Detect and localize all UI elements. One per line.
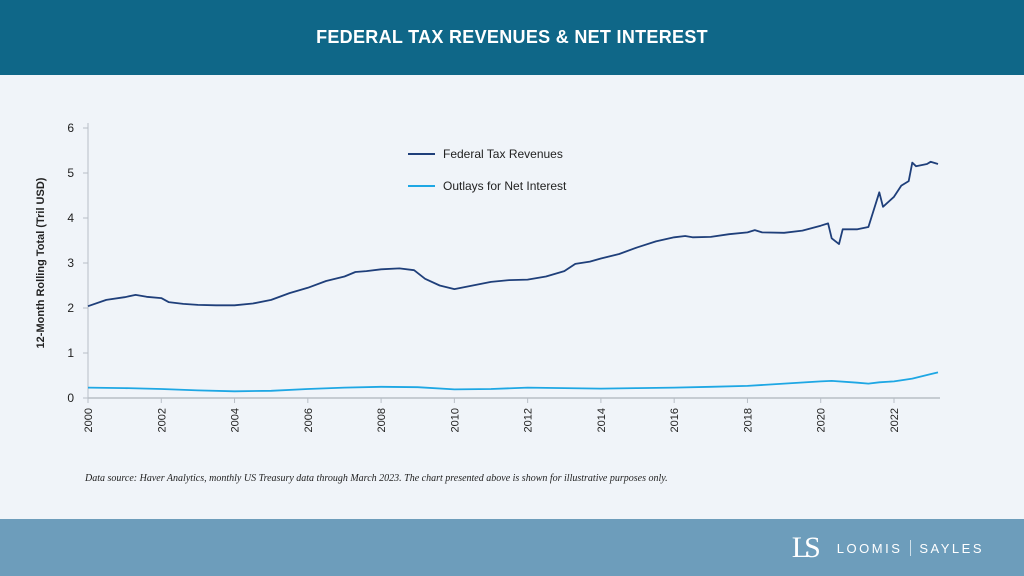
x-tick-label: 2000 [83, 408, 95, 432]
legend-label: Outlays for Net Interest [443, 179, 567, 193]
y-tick-label: 1 [67, 346, 74, 360]
logo-text-left: LOOMIS [836, 540, 903, 556]
y-axis-label: 12-Month Rolling Total (Tril USD) [35, 177, 47, 348]
x-tick-label: 2020 [816, 408, 828, 432]
x-tick-label: 2010 [449, 408, 461, 432]
y-tick-label: 3 [67, 256, 74, 270]
y-tick-label: 6 [67, 121, 74, 135]
loomis-sayles-logo: LS LOOMIS SAYLES [791, 531, 984, 564]
data-source-note: Data source: Haver Analytics, monthly US… [85, 473, 668, 484]
chart-title: FEDERAL TAX REVENUES & NET INTEREST [316, 27, 708, 47]
series-line-tax-revenues [87, 160, 939, 308]
x-tick-label: 2008 [376, 408, 388, 432]
y-tick-label: 0 [67, 391, 74, 405]
header-banner: FEDERAL TAX REVENUES & NET INTEREST [0, 0, 1024, 75]
x-tick-label: 2012 [523, 408, 535, 432]
x-tick-label: 2022 [889, 408, 901, 432]
series-line-net-interest [87, 371, 939, 393]
x-tick-label: 2018 [742, 408, 754, 432]
legend-label: Federal Tax Revenues [443, 147, 563, 161]
y-tick-label: 2 [67, 301, 74, 315]
footer-banner: LS LOOMIS SAYLES [0, 519, 1024, 576]
y-tick-label: 4 [67, 211, 74, 225]
x-tick-label: 2014 [596, 408, 608, 432]
x-tick-label: 2004 [230, 408, 242, 432]
x-tick-label: 2016 [669, 408, 681, 432]
x-tick-label: 2006 [303, 408, 315, 432]
y-tick-label: 5 [67, 166, 74, 180]
x-tick-label: 2002 [156, 408, 168, 432]
logo-text-right: SAYLES [919, 540, 984, 556]
